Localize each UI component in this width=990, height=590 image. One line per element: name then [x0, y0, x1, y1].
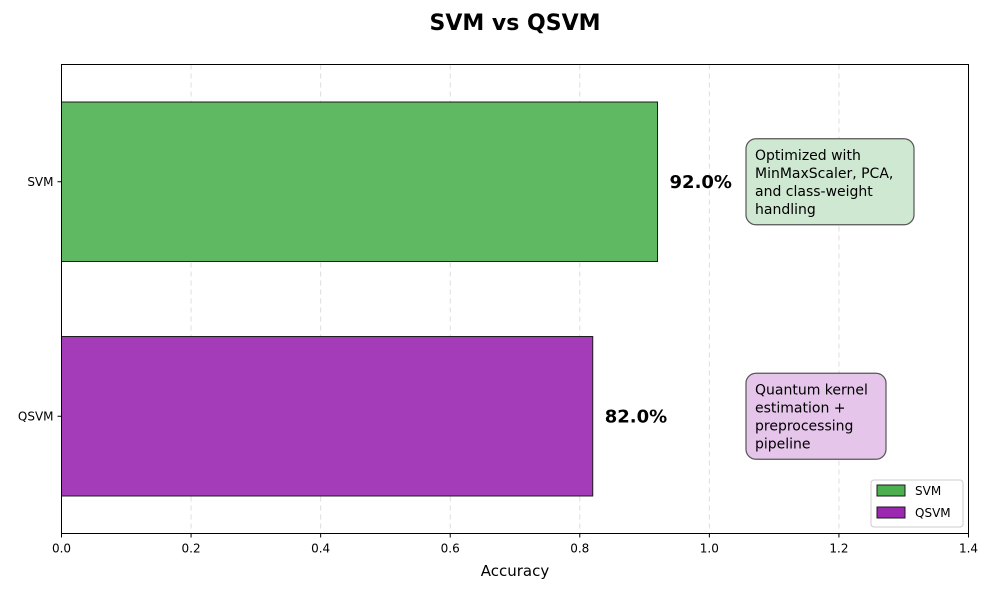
legend-label: QSVM — [915, 506, 951, 520]
y-tick-label: SVM — [27, 175, 53, 189]
x-tick-label: 0.0 — [52, 542, 71, 556]
bar-qsvm — [61, 336, 594, 497]
annotation-text: preprocessing — [755, 418, 853, 434]
chart-title: SVM vs QSVM — [430, 11, 601, 36]
annotation-text: MinMaxScaler, PCA, — [755, 166, 893, 182]
annotation-text: pipeline — [755, 436, 811, 452]
legend: SVM QSVM — [870, 479, 964, 528]
value-label: 82.0% — [605, 406, 667, 427]
annotation-text: Optimized with — [755, 148, 861, 164]
y-axis-ticks: SVM QSVM — [18, 175, 62, 423]
x-tick-label: 0.6 — [441, 542, 460, 556]
value-labels: 92.0% 82.0% — [605, 172, 732, 428]
annotation-text: estimation + — [755, 400, 846, 416]
x-tick-label: 1.4 — [959, 542, 978, 556]
y-tick-label: QSVM — [18, 409, 54, 423]
x-tick-label: 1.2 — [829, 542, 848, 556]
plot-frame — [61, 64, 969, 534]
annotations: Optimized with MinMaxScaler, PCA, and clas… — [745, 138, 915, 460]
legend-swatch-svm — [876, 484, 906, 497]
x-tick-label: 0.8 — [570, 542, 589, 556]
x-tick-label: 1.0 — [700, 542, 719, 556]
value-label: 92.0% — [670, 172, 732, 193]
annotation-text: and class-weight — [755, 184, 873, 200]
legend-swatch-qsvm — [876, 506, 906, 519]
bars — [61, 101, 659, 497]
annotation-box: Quantum kernel estimation + preprocessing p… — [745, 372, 887, 460]
x-tick-label: 0.4 — [311, 542, 330, 556]
bar-svm — [61, 101, 659, 262]
annotation-background — [745, 372, 887, 460]
x-tick-label: 0.2 — [182, 542, 201, 556]
x-axis-label: Accuracy — [481, 562, 550, 580]
x-axis-ticks: 0.0 0.2 0.4 0.6 0.8 1.0 1.2 1.4 — [52, 533, 978, 556]
annotation-background — [745, 138, 915, 226]
annotation-box: Optimized with MinMaxScaler, PCA, and clas… — [745, 138, 915, 226]
annotation-text: Quantum kernel — [755, 382, 868, 398]
annotation-text: handling — [755, 202, 816, 218]
legend-label: SVM — [915, 484, 941, 498]
